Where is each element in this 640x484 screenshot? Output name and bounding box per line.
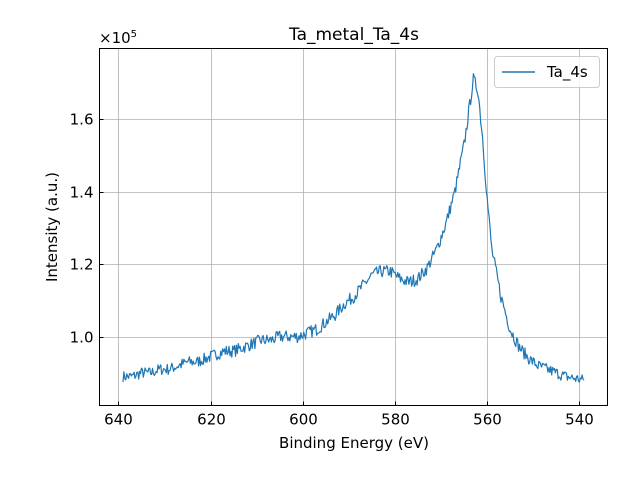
plot-frame (99, 48, 608, 406)
series-line-ta-4s (122, 73, 585, 383)
legend-label-ta-4s: Ta_4s (546, 63, 588, 82)
x-tick-label: 600 (289, 411, 318, 429)
x-tick-label: 580 (381, 411, 410, 429)
legend-box (494, 56, 600, 88)
grid (99, 48, 608, 406)
ticks: 640 620 600 580 560 540 1.0 1.2 1.4 1.6 (70, 111, 594, 429)
series-layer (122, 73, 585, 383)
y-tick-label: 1.0 (70, 329, 94, 347)
x-tick-label: 560 (473, 411, 502, 429)
y-tick-label: 1.4 (70, 184, 94, 202)
y-tick-label: 1.2 (70, 256, 94, 274)
x-tick-label: 540 (565, 411, 594, 429)
y-offset-label: ×105 (99, 29, 137, 47)
legend: Ta_4s (494, 56, 600, 88)
y-tick-label: 1.6 (70, 111, 94, 129)
x-tick-label: 620 (197, 411, 226, 429)
chart-title: Ta_metal_Ta_4s (288, 25, 419, 45)
x-tick-label: 640 (104, 411, 133, 429)
x-axis-label: Binding Energy (eV) (279, 434, 429, 452)
y-axis-label: Intensity (a.u.) (43, 172, 61, 282)
